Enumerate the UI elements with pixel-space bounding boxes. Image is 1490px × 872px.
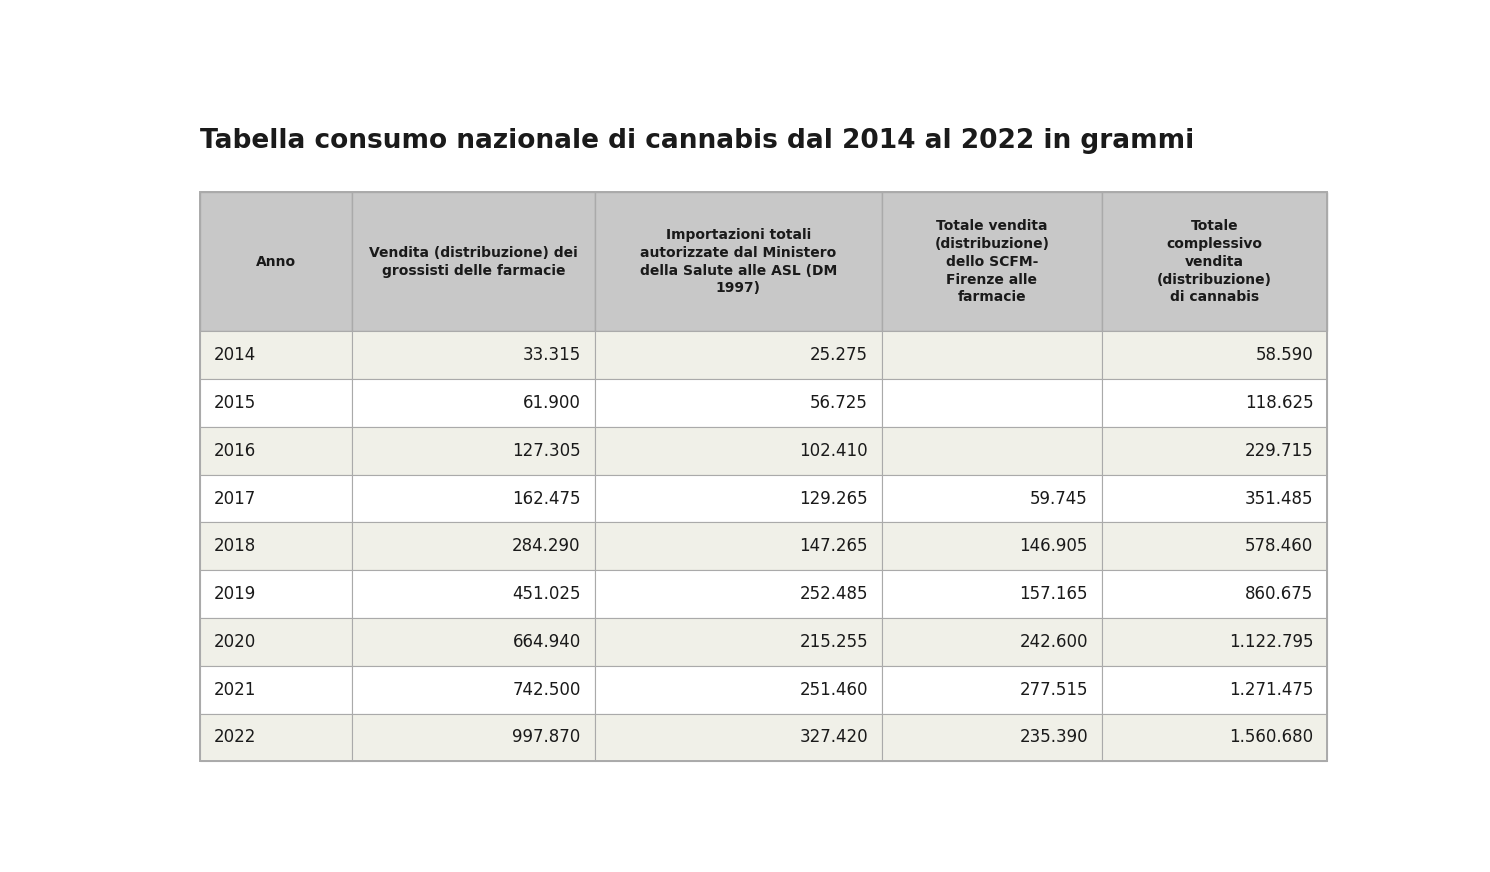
Bar [1101, 379, 1328, 427]
Text: 1.560.680: 1.560.680 [1229, 728, 1313, 746]
Text: 242.600: 242.600 [1019, 633, 1088, 651]
Text: 235.390: 235.390 [1019, 728, 1088, 746]
Text: 33.315: 33.315 [523, 346, 581, 364]
Text: 451.025: 451.025 [513, 585, 581, 603]
Bar [352, 427, 595, 474]
Text: 578.460: 578.460 [1246, 537, 1313, 555]
Bar [1101, 522, 1328, 570]
Bar [200, 474, 352, 522]
Bar [1101, 618, 1328, 666]
Bar [200, 570, 352, 618]
Text: 146.905: 146.905 [1019, 537, 1088, 555]
Bar [595, 331, 882, 379]
Bar [1101, 713, 1328, 761]
Bar [352, 666, 595, 713]
Bar [352, 379, 595, 427]
Text: 162.475: 162.475 [513, 489, 581, 508]
Text: 284.290: 284.290 [513, 537, 581, 555]
Bar [882, 192, 1101, 331]
Text: 25.275: 25.275 [811, 346, 869, 364]
Bar [882, 331, 1101, 379]
Text: 1.271.475: 1.271.475 [1229, 681, 1313, 698]
Text: 997.870: 997.870 [513, 728, 581, 746]
Bar [1101, 570, 1328, 618]
Bar [595, 713, 882, 761]
Text: 58.590: 58.590 [1256, 346, 1313, 364]
Text: 1.122.795: 1.122.795 [1229, 633, 1313, 651]
Text: 56.725: 56.725 [811, 394, 869, 412]
Text: 251.460: 251.460 [800, 681, 869, 698]
Bar [200, 666, 352, 713]
Bar [595, 666, 882, 713]
Text: 61.900: 61.900 [523, 394, 581, 412]
Text: 118.625: 118.625 [1244, 394, 1313, 412]
Text: 229.715: 229.715 [1244, 442, 1313, 460]
Text: 102.410: 102.410 [800, 442, 869, 460]
Bar [200, 192, 1328, 761]
Bar [200, 522, 352, 570]
Bar [200, 379, 352, 427]
Bar [595, 618, 882, 666]
Bar [352, 522, 595, 570]
Text: 664.940: 664.940 [513, 633, 581, 651]
Text: 277.515: 277.515 [1019, 681, 1088, 698]
Text: 327.420: 327.420 [800, 728, 869, 746]
Text: Tabella consumo nazionale di cannabis dal 2014 al 2022 in grammi: Tabella consumo nazionale di cannabis da… [200, 128, 1195, 154]
Text: 2017: 2017 [215, 489, 256, 508]
Bar [200, 427, 352, 474]
Text: 147.265: 147.265 [800, 537, 869, 555]
Bar [200, 192, 352, 331]
Bar [595, 427, 882, 474]
Text: 2021: 2021 [215, 681, 256, 698]
Text: 157.165: 157.165 [1019, 585, 1088, 603]
Text: 2014: 2014 [215, 346, 256, 364]
Text: 2022: 2022 [215, 728, 256, 746]
Bar [352, 474, 595, 522]
Bar [882, 618, 1101, 666]
Text: Totale vendita
(distribuzione)
dello SCFM-
Firenze alle
farmacie: Totale vendita (distribuzione) dello SCF… [934, 219, 1049, 304]
Bar [200, 713, 352, 761]
Text: 351.485: 351.485 [1244, 489, 1313, 508]
Bar [352, 331, 595, 379]
Bar [352, 570, 595, 618]
Bar [352, 192, 595, 331]
Bar [1101, 666, 1328, 713]
Text: Importazioni totali
autorizzate dal Ministero
della Salute alle ASL (DM
1997): Importazioni totali autorizzate dal Mini… [639, 228, 837, 296]
Text: 2016: 2016 [215, 442, 256, 460]
Bar [200, 331, 352, 379]
Bar [1101, 192, 1328, 331]
Bar [595, 474, 882, 522]
Bar [1101, 331, 1328, 379]
Bar [595, 522, 882, 570]
Bar [595, 379, 882, 427]
Text: 2020: 2020 [215, 633, 256, 651]
Bar [352, 618, 595, 666]
Bar [200, 618, 352, 666]
Text: 127.305: 127.305 [513, 442, 581, 460]
Bar [595, 570, 882, 618]
Bar [1101, 427, 1328, 474]
Bar [882, 379, 1101, 427]
Text: 59.745: 59.745 [1030, 489, 1088, 508]
Text: 2019: 2019 [215, 585, 256, 603]
Bar [882, 713, 1101, 761]
Bar [882, 474, 1101, 522]
Bar [1101, 474, 1328, 522]
Text: 2015: 2015 [215, 394, 256, 412]
Bar [595, 192, 882, 331]
Text: Totale
complessivo
vendita
(distribuzione)
di cannabis: Totale complessivo vendita (distribuzion… [1156, 219, 1272, 304]
Text: 252.485: 252.485 [800, 585, 869, 603]
Text: 129.265: 129.265 [800, 489, 869, 508]
Bar [882, 666, 1101, 713]
Text: 215.255: 215.255 [800, 633, 869, 651]
Bar [882, 427, 1101, 474]
Bar [352, 713, 595, 761]
Text: Vendita (distribuzione) dei
grossisti delle farmacie: Vendita (distribuzione) dei grossisti de… [370, 246, 578, 277]
Text: 2018: 2018 [215, 537, 256, 555]
Bar [882, 570, 1101, 618]
Text: Anno: Anno [256, 255, 297, 269]
Bar [882, 522, 1101, 570]
Text: 860.675: 860.675 [1246, 585, 1313, 603]
Text: 742.500: 742.500 [513, 681, 581, 698]
